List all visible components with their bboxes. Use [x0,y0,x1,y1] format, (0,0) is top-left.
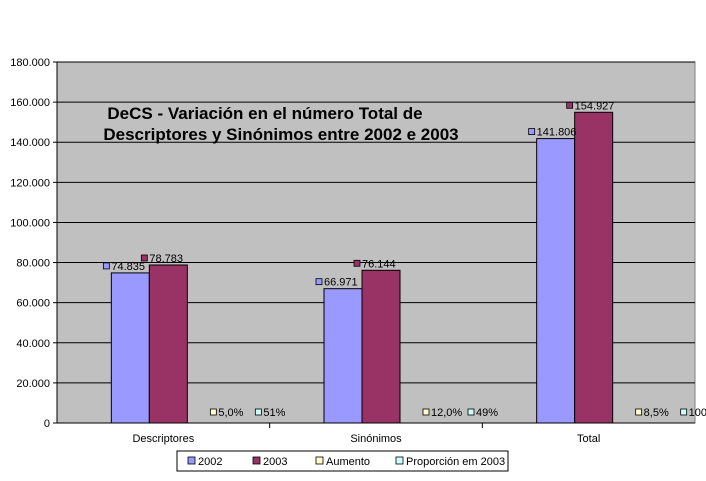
bar-2003 [148,264,188,424]
legend-swatch [187,456,196,465]
data-label-key [209,408,217,416]
data-label: 66.971 [324,277,358,289]
y-tick-label: 20.000 [16,378,50,390]
y-tick-label: 160.000 [10,97,50,109]
data-label-key [635,408,643,416]
x-axis: Descriptores Sinónimos Total [132,423,600,445]
legend: 2002 2003 Aumento Proporción em 2003 [176,450,509,472]
bar-2003 [574,111,614,424]
x-category-label: Total [577,433,600,445]
legend-label: Aumento [326,456,370,468]
data-label-key [315,278,323,286]
data-label-key [422,408,430,416]
y-tick-label: 80.000 [16,258,50,270]
chart-title-line-1: DeCS - Variación en el número Total de [107,104,422,123]
y-tick-label: 0 [44,418,50,430]
data-label-key [102,262,110,270]
bars [110,111,614,424]
x-category-label: Sinónimos [350,433,402,445]
bar-2002 [110,272,150,424]
legend-label: 2003 [263,456,287,468]
data-label: 5,0% [218,407,243,419]
legend-box [176,450,509,472]
bar-2003 [361,269,401,424]
data-label-key [140,254,148,262]
bar-2002 [323,288,363,424]
data-label: 141.806 [537,127,577,139]
y-axis: 0 20.000 40.000 60.000 80.000 100.000 120.000 1… [10,57,57,430]
data-label-key [254,408,262,416]
data-label: 76.144 [362,258,396,270]
y-tick-label: 40.000 [16,338,50,350]
data-label: 78.783 [149,253,183,265]
y-tick-label: 140.000 [10,137,50,149]
legend-label: Proporción em 2003 [406,456,505,468]
data-label: 49% [476,407,498,419]
data-label-key [566,101,574,109]
data-label-key [467,408,475,416]
data-label-key [528,128,536,136]
data-label-key [353,259,361,267]
y-tick-label: 100.000 [10,217,50,229]
bar-2002 [536,138,576,424]
legend-swatch [315,456,324,465]
data-label: 74.835 [111,261,145,273]
legend-swatch [252,456,261,465]
x-category-label: Descriptores [132,433,194,445]
legend-label: 2002 [198,456,222,468]
data-label: 51% [263,407,285,419]
data-label: 8,5% [644,407,669,419]
data-label: 12,0% [431,407,462,419]
data-label: 154.927 [575,100,615,112]
chart-title-line-2: Descriptores y Sinónimos entre 2002 e 20… [103,125,458,144]
legend-swatch [395,456,404,465]
y-tick-label: 180.000 [10,57,50,69]
y-tick-label: 60.000 [16,298,50,310]
data-label-key [680,408,688,416]
y-tick-label: 120.000 [10,177,50,189]
data-label: 100% [689,407,706,419]
data-labels: 74.835 78.783 5,0% 51% 66.971 76.144 12,0% 49% 1… [102,100,706,419]
